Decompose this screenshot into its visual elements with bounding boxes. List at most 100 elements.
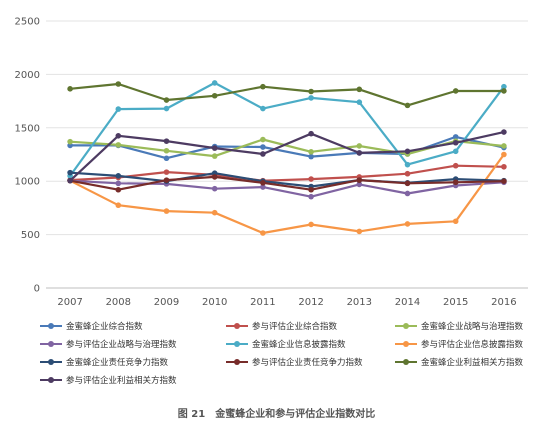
legend-swatch-marker bbox=[234, 359, 240, 365]
series-9 bbox=[67, 81, 507, 109]
data-point bbox=[452, 218, 459, 225]
data-point bbox=[211, 153, 218, 159]
y-tick-label: 1000 bbox=[15, 177, 40, 188]
data-point bbox=[308, 193, 314, 200]
legend-row: 参与评估企业战略与治理指数 金蜜蜂企业信息披露指数 参与评估企业信息披露指数 bbox=[40, 335, 540, 353]
data-point bbox=[115, 173, 122, 179]
data-point bbox=[260, 184, 266, 190]
legend-swatch-marker bbox=[48, 377, 54, 383]
legend-label: 参与评估企业责任竞争力指数 bbox=[252, 358, 363, 368]
y-tick-label: 1500 bbox=[15, 123, 40, 134]
data-point bbox=[163, 97, 170, 103]
legend-row: 金蜜蜂企业责任竞争力指数 参与评估企业责任竞争力指数 金蜜蜂企业利益相关方指数 bbox=[40, 353, 540, 371]
legend-row: 参与评估企业利益相关方指数 bbox=[40, 371, 540, 389]
legend-item: 参与评估企业信息披露指数 bbox=[395, 335, 523, 353]
data-point bbox=[115, 81, 122, 87]
legend-swatch-marker bbox=[48, 323, 54, 329]
y-tick-label: 2000 bbox=[15, 70, 40, 81]
legend-label: 参与评估企业战略与治理指数 bbox=[66, 340, 177, 350]
legend-item: 金蜜蜂企业信息披露指数 bbox=[226, 335, 346, 353]
legend-swatch bbox=[40, 339, 62, 349]
data-point bbox=[501, 163, 507, 170]
line-chart: 0 500 1000 1500 2000 2500 2007 2008 2009 2010 201… bbox=[15, 17, 528, 308]
data-point bbox=[308, 130, 314, 137]
legend-label: 金蜜蜂企业战略与治理指数 bbox=[421, 322, 524, 332]
data-point bbox=[356, 228, 363, 235]
series-line bbox=[70, 171, 504, 188]
y-tick-label: 2500 bbox=[15, 17, 40, 28]
data-point bbox=[452, 134, 459, 140]
data-point bbox=[356, 143, 363, 149]
data-point bbox=[211, 185, 218, 192]
legend-label: 金蜜蜂企业信息披露指数 bbox=[252, 340, 346, 350]
data-point bbox=[308, 95, 314, 101]
data-point bbox=[404, 102, 411, 109]
data-point bbox=[308, 149, 314, 155]
data-point bbox=[115, 133, 122, 139]
data-point bbox=[404, 161, 411, 168]
data-point bbox=[260, 180, 266, 186]
series-line bbox=[69, 82, 504, 107]
legend-swatch bbox=[40, 321, 62, 331]
x-tick-label: 2009 bbox=[154, 297, 179, 308]
data-point bbox=[115, 142, 122, 148]
data-point bbox=[211, 80, 218, 86]
data-point bbox=[211, 174, 218, 180]
legend-item: 金蜜蜂企业综合指数 bbox=[40, 317, 143, 335]
data-point bbox=[163, 208, 170, 214]
legend-label: 金蜜蜂企业利益相关方指数 bbox=[421, 358, 524, 368]
legend-swatch bbox=[395, 321, 417, 331]
data-point bbox=[404, 190, 411, 197]
data-point bbox=[211, 92, 218, 99]
series-line bbox=[69, 131, 505, 182]
legend-item: 金蜜蜂企业责任竞争力指数 bbox=[40, 353, 168, 371]
data-point bbox=[452, 162, 459, 169]
figure-caption: 图 21 金蜜蜂企业和参与评估企业指数对比 bbox=[177, 409, 376, 420]
data-point bbox=[211, 145, 218, 151]
legend-item: 参与评估企业责任竞争力指数 bbox=[226, 353, 363, 371]
data-point bbox=[404, 221, 411, 227]
data-point bbox=[115, 186, 122, 193]
legend-swatch-marker bbox=[403, 341, 409, 347]
y-tick-label: 0 bbox=[34, 284, 40, 295]
x-tick-label: 2015 bbox=[443, 297, 468, 308]
series-10 bbox=[67, 129, 507, 184]
data-point bbox=[356, 86, 363, 93]
data-point bbox=[404, 170, 411, 177]
data-point bbox=[501, 143, 507, 149]
legend-swatch bbox=[40, 375, 62, 385]
data-point bbox=[163, 169, 170, 175]
legend-label: 金蜜蜂企业责任竞争力指数 bbox=[66, 358, 169, 368]
data-point bbox=[308, 176, 314, 182]
data-point bbox=[260, 151, 266, 157]
data-point bbox=[67, 169, 73, 176]
series-line bbox=[70, 164, 504, 182]
data-point bbox=[356, 181, 363, 188]
legend-swatch bbox=[395, 339, 417, 349]
legend-label: 参与评估企业综合指数 bbox=[252, 322, 338, 332]
data-point bbox=[163, 138, 170, 144]
series-6 bbox=[67, 151, 507, 236]
legend-swatch-marker bbox=[403, 323, 409, 329]
x-axis-ticks: 2007 2008 2009 2010 2011 2012 2013 2014 2015 2016 bbox=[57, 297, 516, 308]
data-point bbox=[260, 230, 266, 236]
legend-swatch bbox=[226, 339, 248, 349]
x-tick-label: 2016 bbox=[491, 297, 516, 308]
x-tick-label: 2007 bbox=[57, 297, 82, 308]
legend-item: 金蜜蜂企业战略与治理指数 bbox=[395, 317, 523, 335]
data-point bbox=[67, 138, 73, 145]
x-tick-label: 2010 bbox=[202, 297, 227, 308]
data-point bbox=[260, 144, 266, 150]
data-point bbox=[501, 151, 507, 158]
legend-item: 参与评估企业战略与治理指数 bbox=[40, 335, 177, 353]
legend-swatch-marker bbox=[234, 341, 240, 347]
data-point bbox=[308, 221, 314, 228]
legend-label: 参与评估企业信息披露指数 bbox=[421, 340, 524, 350]
data-point bbox=[501, 129, 507, 135]
data-point bbox=[356, 150, 363, 156]
data-point bbox=[115, 106, 122, 112]
legend-swatch bbox=[226, 357, 248, 367]
data-point bbox=[260, 83, 266, 90]
data-point bbox=[115, 180, 122, 187]
data-point bbox=[501, 88, 507, 94]
